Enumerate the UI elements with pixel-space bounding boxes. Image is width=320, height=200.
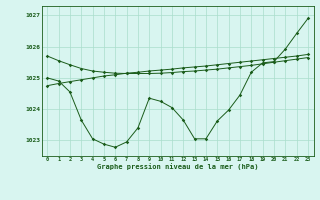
X-axis label: Graphe pression niveau de la mer (hPa): Graphe pression niveau de la mer (hPa) <box>97 164 258 170</box>
